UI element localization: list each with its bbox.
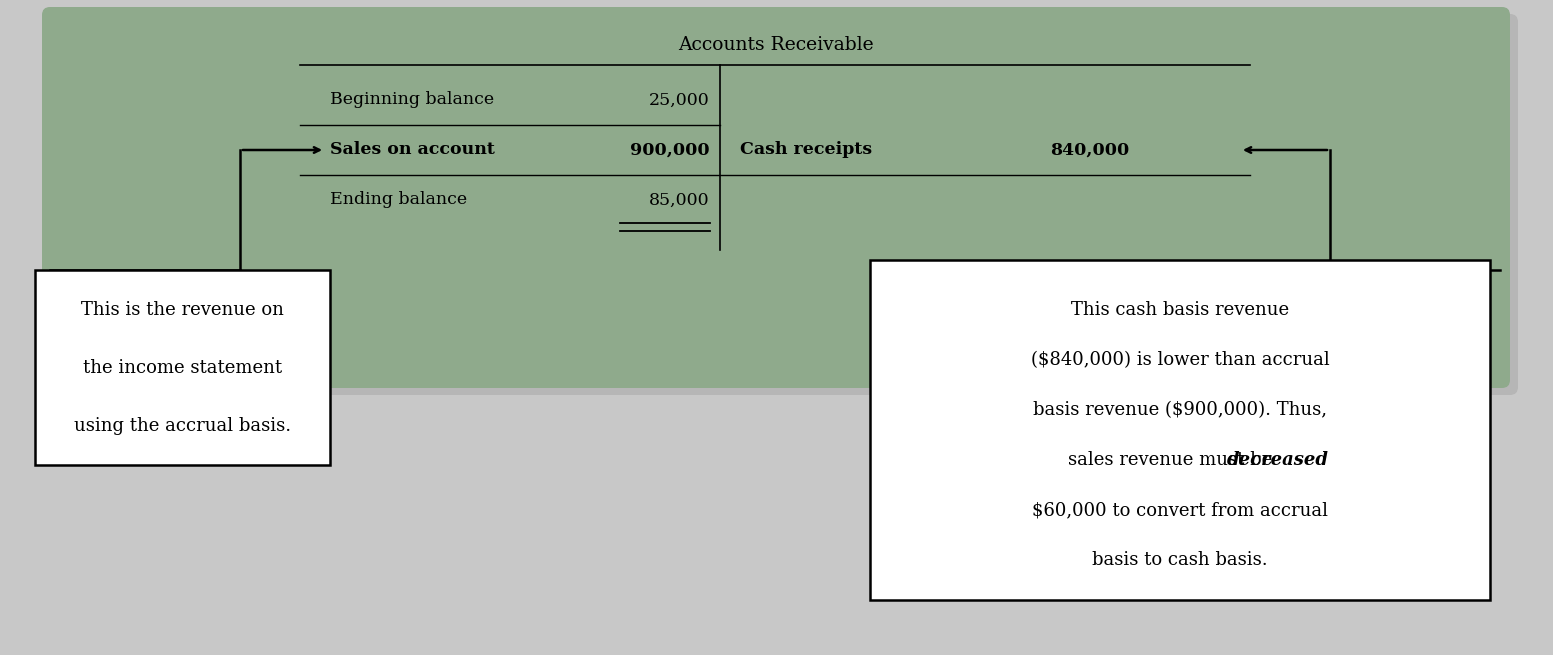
Text: Ending balance: Ending balance — [329, 191, 467, 208]
Text: Cash receipts: Cash receipts — [739, 141, 873, 159]
Text: This cash basis revenue: This cash basis revenue — [1072, 301, 1289, 319]
Text: 840,000: 840,000 — [1050, 141, 1129, 159]
Text: sales revenue must be: sales revenue must be — [1068, 451, 1278, 469]
Text: Accounts Receivable: Accounts Receivable — [679, 36, 874, 54]
Text: ($840,000) is lower than accrual: ($840,000) is lower than accrual — [1031, 351, 1329, 369]
FancyBboxPatch shape — [50, 14, 1517, 395]
Text: $60,000 to convert from accrual: $60,000 to convert from accrual — [1033, 501, 1328, 519]
Text: using the accrual basis.: using the accrual basis. — [75, 417, 290, 435]
FancyBboxPatch shape — [36, 270, 329, 465]
Text: decreased: decreased — [1227, 451, 1329, 469]
Text: 25,000: 25,000 — [649, 92, 710, 109]
FancyBboxPatch shape — [42, 7, 1510, 388]
Text: 900,000: 900,000 — [631, 141, 710, 159]
FancyBboxPatch shape — [870, 260, 1489, 600]
Text: This is the revenue on: This is the revenue on — [81, 301, 284, 319]
Text: 85,000: 85,000 — [649, 191, 710, 208]
Text: the income statement: the income statement — [82, 359, 283, 377]
Text: basis to cash basis.: basis to cash basis. — [1092, 551, 1267, 569]
Text: Sales on account: Sales on account — [329, 141, 495, 159]
Text: basis revenue ($900,000). Thus,: basis revenue ($900,000). Thus, — [1033, 401, 1326, 419]
Text: Beginning balance: Beginning balance — [329, 92, 494, 109]
